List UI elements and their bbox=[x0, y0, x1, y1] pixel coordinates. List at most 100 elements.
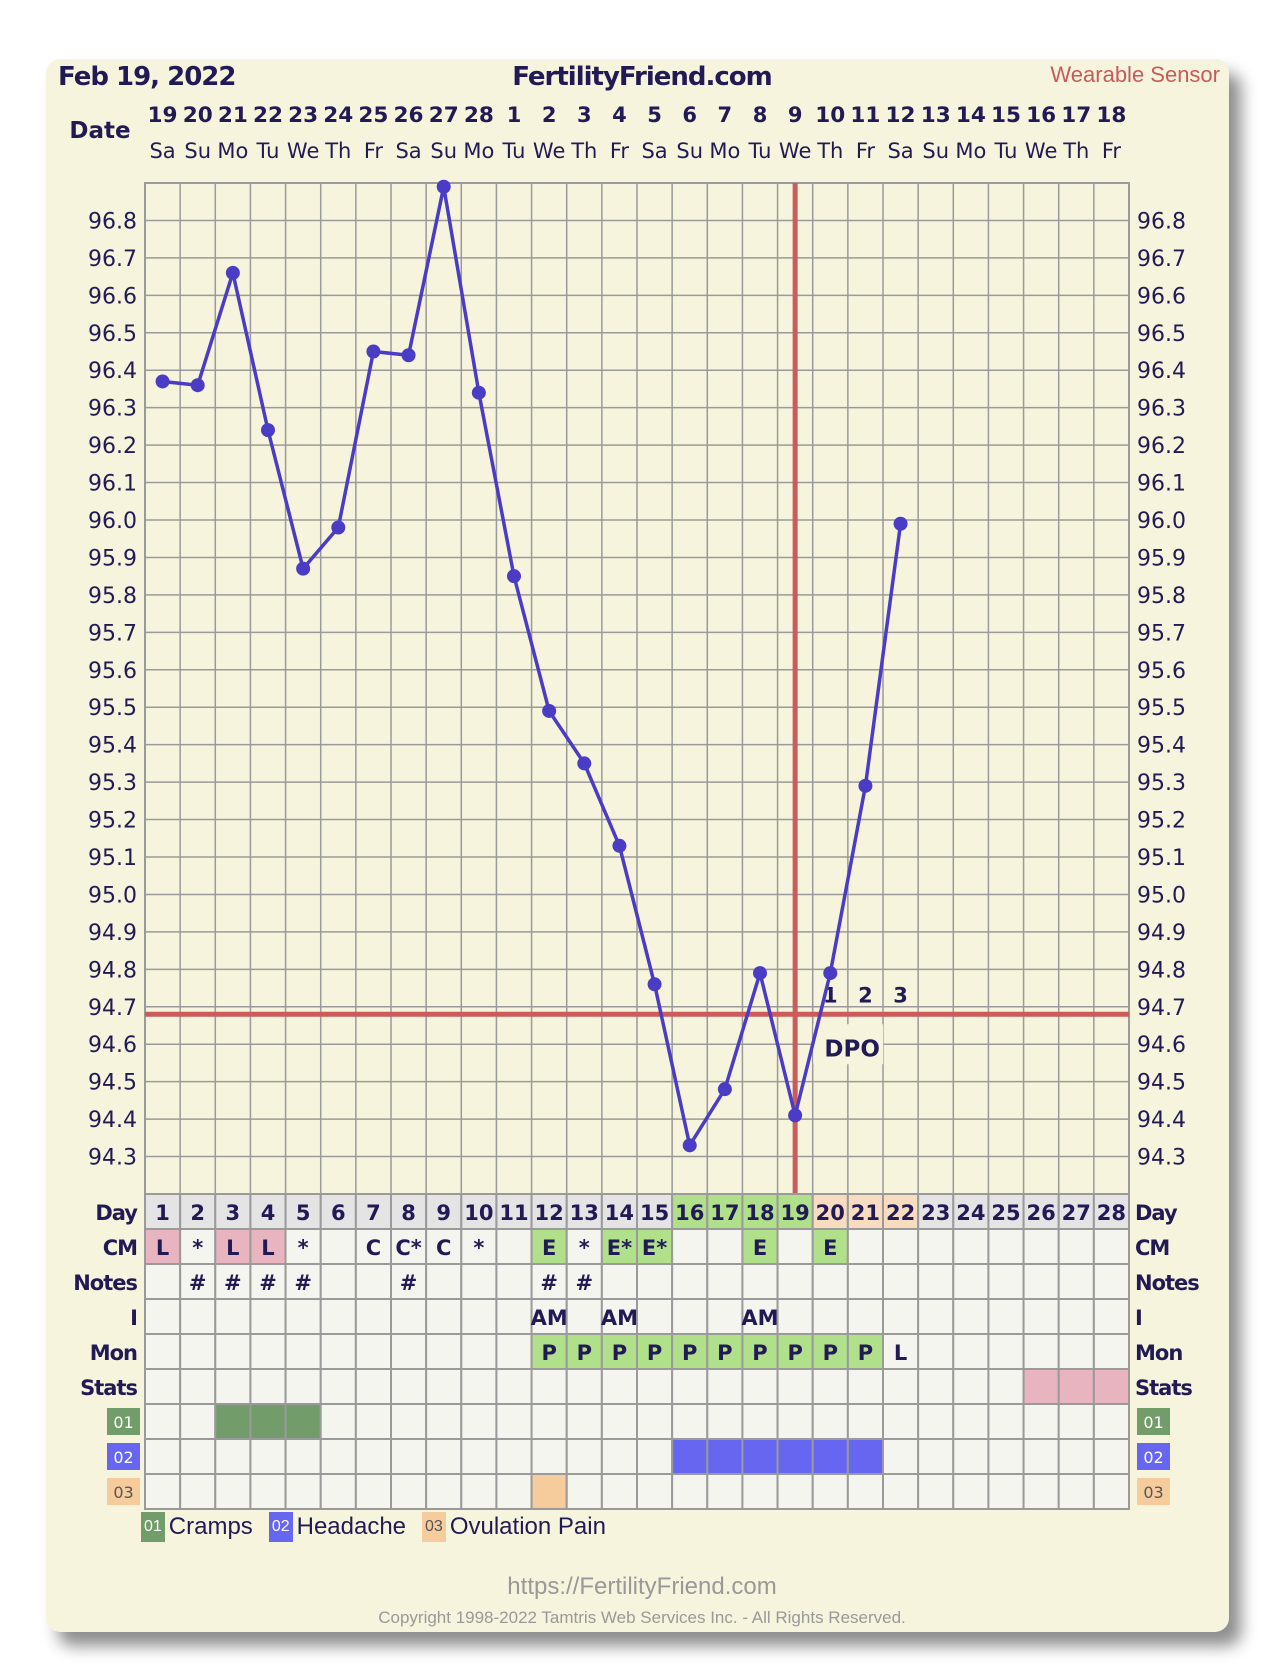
table-cell-text: # bbox=[400, 1271, 418, 1295]
date-tick-label: 7 bbox=[718, 103, 733, 127]
table-cell bbox=[495, 1333, 533, 1370]
date-tick-label: 27 bbox=[429, 103, 459, 127]
table-cell-text: 21 bbox=[851, 1201, 880, 1225]
table-cell-text: P bbox=[612, 1341, 627, 1365]
date-tick-label: 9 bbox=[788, 103, 803, 127]
date-tick-label: 24 bbox=[323, 103, 353, 127]
legend-label: Ovulation Pain bbox=[449, 1513, 606, 1540]
table-cell-text: 12 bbox=[535, 1201, 564, 1225]
table-cell-text: 6 bbox=[331, 1201, 346, 1225]
table-cell-text: 8 bbox=[401, 1201, 416, 1225]
table-cell bbox=[917, 1228, 955, 1265]
symptom-code-label: 02 bbox=[113, 1448, 133, 1467]
table-cell bbox=[776, 1298, 814, 1335]
legend-item: 01 Cramps bbox=[141, 1512, 253, 1542]
table-cell bbox=[706, 1403, 744, 1440]
y-tick-label-right: 94.5 bbox=[1137, 1071, 1186, 1096]
footer-url[interactable]: https://FertilityFriend.com bbox=[507, 1573, 777, 1600]
table-cell bbox=[741, 1368, 779, 1405]
table-cell-text: P bbox=[577, 1341, 592, 1365]
table-cell bbox=[1057, 1263, 1095, 1300]
table-cell bbox=[460, 1228, 498, 1265]
y-tick-label-left: 94.7 bbox=[88, 996, 137, 1021]
table-cell bbox=[776, 1403, 814, 1440]
table-cell-text: P bbox=[823, 1341, 838, 1365]
table-cell bbox=[1092, 1403, 1131, 1440]
weekday-tick-label: We bbox=[287, 139, 319, 163]
weekday-tick-label: We bbox=[1025, 139, 1057, 163]
table-row-label-right: CM bbox=[1135, 1236, 1169, 1260]
table-cell bbox=[179, 1193, 217, 1230]
date-tick-label: 22 bbox=[253, 103, 283, 127]
y-tick-label-right: 95.7 bbox=[1137, 621, 1186, 646]
table-cell bbox=[249, 1403, 287, 1440]
table-cell bbox=[636, 1333, 674, 1370]
y-tick-label-right: 96.1 bbox=[1137, 472, 1186, 497]
table-cell bbox=[952, 1228, 990, 1265]
table-cell bbox=[144, 1473, 182, 1510]
symptom-code-badge bbox=[1137, 1478, 1170, 1505]
table-cell-text: AM bbox=[741, 1306, 778, 1330]
dpo-label: DPO bbox=[824, 1036, 880, 1062]
symptom-code-badge bbox=[107, 1408, 140, 1435]
table-cell-text: 27 bbox=[1062, 1201, 1091, 1225]
y-tick-label-right: 96.0 bbox=[1137, 509, 1186, 534]
table-cell-text: P bbox=[752, 1341, 767, 1365]
table-cell bbox=[952, 1333, 990, 1370]
temperature-point bbox=[717, 1082, 732, 1097]
date-tick-label: 15 bbox=[991, 103, 1021, 127]
table-row-label-left: Stats bbox=[80, 1376, 137, 1400]
table-cell bbox=[530, 1438, 568, 1475]
date-tick-label: 4 bbox=[612, 103, 627, 127]
table-cell bbox=[319, 1473, 357, 1510]
table-cell bbox=[846, 1473, 884, 1510]
table-cell bbox=[741, 1403, 779, 1440]
table-cell bbox=[495, 1473, 533, 1510]
table-cell bbox=[284, 1473, 322, 1510]
y-tick-label-left: 95.7 bbox=[88, 621, 137, 646]
y-tick-label-right: 94.6 bbox=[1137, 1033, 1186, 1058]
table-cell bbox=[144, 1263, 182, 1300]
y-tick-label-left: 96.1 bbox=[88, 472, 137, 497]
date-tick-label: 26 bbox=[394, 103, 424, 127]
weekday-tick-label: Mo bbox=[217, 139, 248, 163]
y-tick-label-right: 96.2 bbox=[1137, 434, 1186, 459]
table-cell bbox=[1022, 1228, 1060, 1265]
date-tick-label: 3 bbox=[577, 103, 592, 127]
table-cell bbox=[776, 1473, 814, 1510]
table-cell bbox=[284, 1438, 322, 1475]
weekday-tick-label: Su bbox=[430, 139, 457, 163]
table-cell bbox=[671, 1368, 709, 1405]
table-cell bbox=[1022, 1403, 1060, 1440]
table-cell bbox=[846, 1228, 884, 1265]
table-cell bbox=[1092, 1368, 1131, 1405]
date-tick-label: 28 bbox=[464, 103, 494, 127]
temperature-point bbox=[577, 756, 592, 771]
temperature-point bbox=[190, 378, 205, 393]
table-cell-text: E bbox=[542, 1236, 556, 1260]
table-cell bbox=[530, 1368, 568, 1405]
temperature-point bbox=[366, 344, 381, 359]
table-cell bbox=[354, 1263, 393, 1300]
table-cell bbox=[987, 1298, 1025, 1335]
table-cell bbox=[249, 1438, 287, 1475]
table-cell bbox=[1022, 1368, 1060, 1405]
table-cell bbox=[846, 1368, 884, 1405]
temperature-point bbox=[331, 520, 346, 535]
temperature-point bbox=[823, 966, 838, 981]
temperature-chart: Date19Sa20Su21Mo22Tu23We24Th25Fr26Sa27Su… bbox=[69, 103, 1200, 1510]
table-cell bbox=[917, 1473, 955, 1510]
y-tick-label-left: 95.3 bbox=[88, 771, 137, 796]
date-tick-label: 20 bbox=[183, 103, 213, 127]
table-cell bbox=[214, 1473, 252, 1510]
table-cell-text: 10 bbox=[464, 1201, 493, 1225]
table-cell-text: P bbox=[858, 1341, 873, 1365]
table-cell bbox=[530, 1403, 568, 1440]
table-cell-text: # bbox=[259, 1271, 277, 1295]
table-cell-text: # bbox=[294, 1271, 312, 1295]
table-cell bbox=[1057, 1368, 1095, 1405]
table-row-label-left: Notes bbox=[73, 1271, 137, 1295]
table-cell bbox=[460, 1298, 498, 1335]
temperature-point bbox=[647, 977, 662, 992]
weekday-tick-label: Sa bbox=[641, 139, 667, 163]
